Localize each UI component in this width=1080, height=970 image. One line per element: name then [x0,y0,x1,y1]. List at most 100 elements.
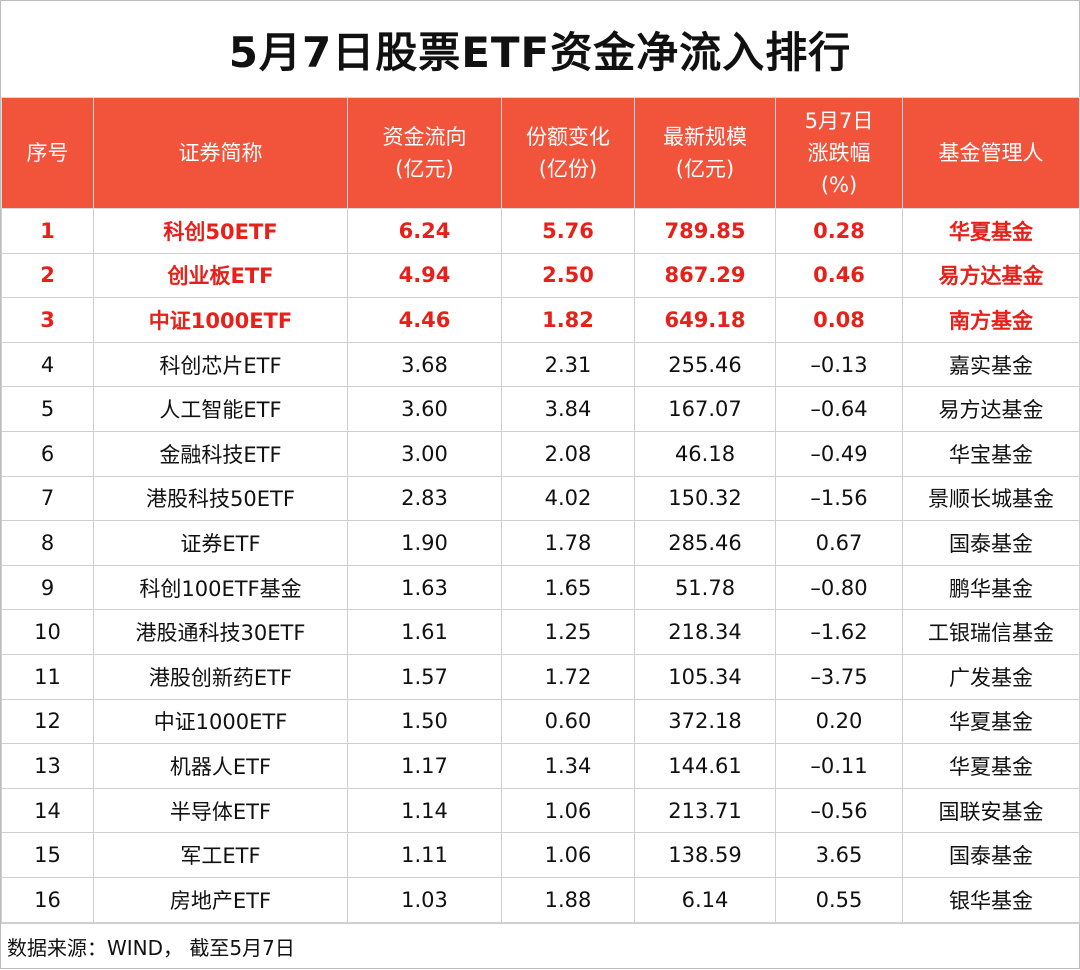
page-title: 5月7日股票ETF资金净流入排行 [228,27,852,77]
header-rank: 序号 [1,97,94,209]
table-row: 8 证券ETF 1.90 1.78 285.46 0.67 国泰基金 [1,520,1080,566]
price-change-cell: 0.46 [775,252,903,299]
rank-cell: 14 [1,787,94,834]
rank-cell: 5 [1,386,94,432]
header-row: 序号 证券简称 资金流向 (亿元) 份额变化 (亿份) 最新规模 (亿元) 5月7日 涨跌幅 (%)… [1,97,1080,209]
scale-cell: 167.07 [634,386,776,432]
security-name-cell: 创业板ETF [93,252,348,299]
rank-cell: 1 [1,208,94,254]
fund-flow-cell: 1.61 [347,609,502,655]
header-change: 5月7日 涨跌幅 (%) [775,97,903,209]
table-row: 3 中证1000ETF 4.46 1.82 649.18 0.08 南方基金 [1,297,1080,343]
rank-cell: 3 [1,297,94,343]
manager-cell: 银华基金 [902,876,1080,923]
scale-cell: 150.32 [634,475,776,522]
manager-cell: 华夏基金 [902,208,1080,254]
security-name-cell: 港股科技50ETF [93,475,348,522]
manager-cell: 工银瑞信基金 [902,609,1080,655]
fund-flow-cell: 3.00 [347,430,502,477]
price-change-cell: 3.65 [775,832,903,878]
security-name-cell: 科创芯片ETF [93,341,348,388]
table-row: 1 科创50ETF 6.24 5.76 789.85 0.28 华夏基金 [1,208,1080,254]
price-change-cell: 0.55 [775,876,903,923]
manager-cell: 嘉实基金 [902,341,1080,388]
manager-cell: 南方基金 [902,297,1080,343]
security-name-cell: 中证1000ETF [93,698,348,745]
header-line: 最新规模 [663,125,747,149]
fund-flow-cell: 6.24 [347,208,502,254]
manager-cell: 广发基金 [902,653,1080,700]
fund-flow-cell: 2.83 [347,475,502,522]
table-row: 9 科创100ETF基金 1.63 1.65 51.78 –0.80 鹏华基金 [1,564,1080,611]
scale-cell: 138.59 [634,832,776,878]
price-change-cell: –0.80 [775,564,903,611]
fund-flow-cell: 4.46 [347,297,502,343]
rank-cell: 8 [1,520,94,566]
table-row: 10 港股通科技30ETF 1.61 1.25 218.34 –1.62 工银瑞信基金 [1,609,1080,655]
scale-cell: 51.78 [634,564,776,611]
manager-cell: 景顺长城基金 [902,475,1080,522]
fund-flow-cell: 1.63 [347,564,502,611]
security-name-cell: 半导体ETF [93,787,348,834]
header-line: (%) [820,173,858,197]
share-change-cell: 2.31 [501,341,635,388]
table-row: 7 港股科技50ETF 2.83 4.02 150.32 –1.56 景顺长城基金 [1,475,1080,522]
manager-cell: 易方达基金 [902,252,1080,299]
manager-cell: 鹏华基金 [902,564,1080,611]
manager-cell: 易方达基金 [902,386,1080,432]
share-change-cell: 1.88 [501,876,635,923]
share-change-cell: 1.34 [501,743,635,789]
rank-cell: 12 [1,698,94,745]
security-name-cell: 金融科技ETF [93,430,348,477]
table-body: 1 科创50ETF 6.24 5.76 789.85 0.28 华夏基金 2 创业板ETF 4.9… [1,208,1080,923]
header-line: 基金管理人 [938,141,1044,165]
share-change-cell: 1.82 [501,297,635,343]
share-change-cell: 1.06 [501,832,635,878]
manager-cell: 华夏基金 [902,698,1080,745]
table-row: 11 港股创新药ETF 1.57 1.72 105.34 –3.75 广发基金 [1,653,1080,700]
security-name-cell: 机器人ETF [93,743,348,789]
header-manager: 基金管理人 [902,97,1080,209]
price-change-cell: 0.28 [775,208,903,254]
scale-cell: 213.71 [634,787,776,834]
scale-cell: 789.85 [634,208,776,254]
table-row: 15 军工ETF 1.11 1.06 138.59 3.65 国泰基金 [1,832,1080,878]
scale-cell: 285.46 [634,520,776,566]
rank-cell: 2 [1,252,94,299]
rank-cell: 15 [1,832,94,878]
source-note: 数据来源：WIND， 截至5月7日 [1,922,1079,970]
price-change-cell: –0.56 [775,787,903,834]
price-change-cell: –1.62 [775,609,903,655]
share-change-cell: 1.72 [501,653,635,700]
manager-cell: 国泰基金 [902,832,1080,878]
table-row: 6 金融科技ETF 3.00 2.08 46.18 –0.49 华宝基金 [1,430,1080,477]
manager-cell: 国联安基金 [902,787,1080,834]
share-change-cell: 5.76 [501,208,635,254]
scale-cell: 144.61 [634,743,776,789]
share-change-cell: 1.25 [501,609,635,655]
price-change-cell: 0.20 [775,698,903,745]
fund-flow-cell: 1.17 [347,743,502,789]
table-row: 13 机器人ETF 1.17 1.34 144.61 –0.11 华夏基金 [1,743,1080,789]
share-change-cell: 1.06 [501,787,635,834]
table-row: 16 房地产ETF 1.03 1.88 6.14 0.55 银华基金 [1,876,1080,923]
header-line: 资金流向 [382,125,467,149]
scale-cell: 218.34 [634,609,776,655]
table-row: 2 创业板ETF 4.94 2.50 867.29 0.46 易方达基金 [1,252,1080,299]
header-line: 5月7日 [804,109,874,133]
scale-cell: 867.29 [634,252,776,299]
rank-cell: 9 [1,564,94,611]
security-name-cell: 军工ETF [93,832,348,878]
manager-cell: 华宝基金 [902,430,1080,477]
scale-cell: 6.14 [634,876,776,923]
price-change-cell: –0.13 [775,341,903,388]
header-line: (亿元) [675,157,735,181]
header-name: 证券简称 [93,97,348,209]
price-change-cell: –0.49 [775,430,903,477]
price-change-cell: –0.64 [775,386,903,432]
security-name-cell: 证券ETF [93,520,348,566]
share-change-cell: 2.08 [501,430,635,477]
etf-ranking-table: 序号 证券简称 资金流向 (亿元) 份额变化 (亿份) 最新规模 (亿元) 5月7日 涨跌幅 (%)… [1,97,1080,923]
table-row: 14 半导体ETF 1.14 1.06 213.71 –0.56 国联安基金 [1,787,1080,834]
